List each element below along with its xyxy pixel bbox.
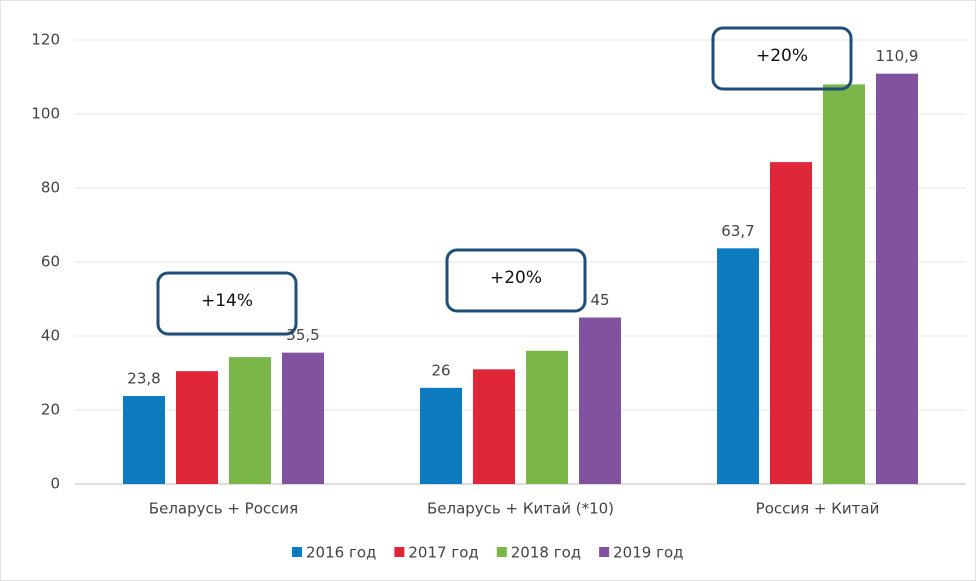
legend-swatch [599,547,610,557]
legend-swatch [394,547,405,557]
annotation: +20% [490,268,542,288]
value-label: 45 [590,291,609,309]
value-label: 63,7 [721,222,754,240]
legend-swatch [292,547,302,557]
legend-label: 2016 год [306,544,376,562]
legend-swatch [496,547,507,557]
y-tick-label: 40 [41,327,60,345]
value-label: 26 [431,361,450,379]
annotation-box [711,26,853,91]
legend-label: 2018 год [511,544,581,562]
bar [823,84,865,485]
x-tick-label: Беларусь + Китай (*10) [427,500,614,518]
bar [282,352,324,484]
bar [176,371,218,484]
value-label: 35,5 [286,326,319,344]
y-tick-label: 0 [50,475,60,493]
annotation-box [156,271,298,336]
annotation: +20% [756,46,808,66]
bar [420,387,462,484]
legend-label: 2017 год [408,544,478,562]
bar [717,248,759,484]
y-tick-label: 60 [41,253,60,271]
bar [526,350,568,484]
y-tick-label: 100 [31,105,60,123]
annotation: +14% [201,291,253,311]
y-tick-label: 80 [41,179,60,197]
y-tick-label: 120 [31,31,60,49]
bar [123,395,165,484]
bar [770,162,812,484]
y-tick-label: 20 [41,401,60,419]
bar [229,357,271,484]
bar [473,369,515,484]
x-tick-label: Беларусь + Россия [149,500,298,518]
bar [876,73,918,485]
x-tick-label: Россия + Китай [756,500,880,518]
bar [579,317,621,484]
value-label: 110,9 [876,47,919,65]
value-label: 23,8 [127,369,160,387]
legend-label: 2019 год [613,544,683,562]
annotation-box [445,248,587,313]
